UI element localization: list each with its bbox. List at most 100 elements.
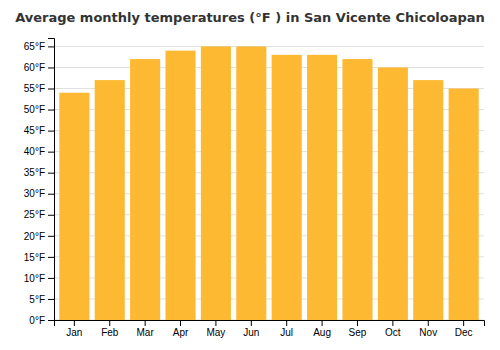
x-axis: Jan Feb Mar Apr May Jun Jul Aug Sep Oct Nov Dec xyxy=(55,320,485,338)
x-tick-mark xyxy=(463,320,464,326)
y-tick-label: 35°F xyxy=(24,167,45,178)
y-tick-label: 55°F xyxy=(24,83,45,94)
chart: Average monthly temperatures (°F ) in Sa… xyxy=(0,0,500,350)
y-tick-mark xyxy=(48,194,54,195)
y-tick-mark xyxy=(48,320,54,321)
y-axis-line xyxy=(48,39,55,321)
y-tick-label: 60°F xyxy=(24,62,45,73)
y-tick: 30°F xyxy=(24,188,54,199)
y-tick-mark xyxy=(48,152,54,153)
x-tick-label: Jun xyxy=(243,327,259,338)
x-tick-label: Nov xyxy=(419,327,437,338)
y-tick: 25°F xyxy=(24,209,54,220)
y-tick-label: 10°F xyxy=(24,273,45,284)
y-tick-mark xyxy=(48,89,54,90)
x-tick: Mar xyxy=(137,320,155,338)
x-tick-mark xyxy=(286,320,287,326)
y-tick-label: 50°F xyxy=(24,104,45,115)
bar xyxy=(342,59,372,320)
y-tick-mark xyxy=(48,257,54,258)
x-tick-label: Mar xyxy=(137,327,155,338)
x-tick-label: Dec xyxy=(455,327,473,338)
x-tick-mark xyxy=(180,320,181,326)
y-tick-mark xyxy=(48,110,54,111)
x-tick: Jun xyxy=(243,320,259,338)
x-tick-label: Jul xyxy=(280,327,293,338)
bar xyxy=(413,80,443,320)
y-tick: 35°F xyxy=(24,167,54,178)
x-tick: Oct xyxy=(385,320,401,338)
y-tick: 60°F xyxy=(24,62,54,73)
bar xyxy=(59,93,89,320)
x-tick: Jan xyxy=(66,320,82,338)
y-tick-mark xyxy=(48,131,54,132)
x-tick-mark xyxy=(322,320,323,326)
x-axis-line xyxy=(55,321,485,327)
x-tick-mark xyxy=(215,320,216,326)
bar xyxy=(378,67,408,320)
y-tick-label: 65°F xyxy=(24,41,45,52)
x-tick: Apr xyxy=(173,320,189,338)
y-tick-label: 5°F xyxy=(29,294,45,305)
y-tick-mark xyxy=(48,173,54,174)
x-tick-mark xyxy=(428,320,429,326)
y-tick-mark xyxy=(48,215,54,216)
x-tick-mark xyxy=(392,320,393,326)
y-tick: 55°F xyxy=(24,83,54,94)
y-tick: 65°F xyxy=(24,41,54,52)
bar xyxy=(307,55,337,320)
bar xyxy=(272,55,302,320)
x-tick-mark xyxy=(357,320,358,326)
y-tick: 20°F xyxy=(24,231,54,242)
x-tick: Feb xyxy=(101,320,119,338)
x-tick-mark xyxy=(74,320,75,326)
bar xyxy=(236,46,266,320)
x-tick: Nov xyxy=(419,320,437,338)
x-tick-label: Aug xyxy=(313,327,331,338)
x-tick: May xyxy=(206,320,225,338)
y-tick-label: 15°F xyxy=(24,252,45,263)
x-tick: Aug xyxy=(313,320,331,338)
y-tick-mark xyxy=(48,299,54,300)
y-tick: 45°F xyxy=(24,125,54,136)
x-tick-label: May xyxy=(206,327,225,338)
grid-line xyxy=(54,67,484,68)
x-tick-mark xyxy=(145,320,146,326)
y-tick-mark xyxy=(48,278,54,279)
y-tick: 0°F xyxy=(29,315,54,326)
y-tick: 40°F xyxy=(24,146,54,157)
grid xyxy=(54,46,484,320)
bar xyxy=(130,59,160,320)
bar xyxy=(201,46,231,320)
y-tick: 15°F xyxy=(24,252,54,263)
bar xyxy=(95,80,125,320)
title: Average monthly temperatures (°F ) in Sa… xyxy=(15,10,485,25)
y-tick-mark xyxy=(48,67,54,68)
y-axis: 0°F 5°F 10°F 15°F 20°F 25°F 30°F 35°F 40°F 45°F 50… xyxy=(24,39,55,326)
y-tick: 50°F xyxy=(24,104,54,115)
bar xyxy=(449,89,479,320)
y-tick-label: 40°F xyxy=(24,146,45,157)
plot: 0°F 5°F 10°F 15°F 20°F 25°F 30°F 35°F 40°F 45°F 50… xyxy=(24,39,485,339)
x-tick-label: Sep xyxy=(349,327,367,338)
y-tick-label: 0°F xyxy=(29,315,45,326)
y-tick-mark xyxy=(48,236,54,237)
x-tick-mark xyxy=(109,320,110,326)
x-tick-label: Oct xyxy=(385,327,401,338)
bar xyxy=(165,51,195,320)
x-tick: Jul xyxy=(280,320,293,338)
x-tick: Dec xyxy=(455,320,473,338)
x-tick-label: Feb xyxy=(101,327,119,338)
bars xyxy=(59,46,478,320)
y-tick-label: 20°F xyxy=(24,231,45,242)
y-tick: 5°F xyxy=(29,294,54,305)
grid-line xyxy=(54,46,484,47)
y-tick-label: 30°F xyxy=(24,188,45,199)
x-tick-label: Jan xyxy=(66,327,82,338)
y-tick: 10°F xyxy=(24,273,54,284)
x-tick-label: Apr xyxy=(173,327,189,338)
x-tick-mark xyxy=(251,320,252,326)
y-tick-mark xyxy=(48,46,54,47)
y-tick-label: 25°F xyxy=(24,209,45,220)
y-tick-label: 45°F xyxy=(24,125,45,136)
